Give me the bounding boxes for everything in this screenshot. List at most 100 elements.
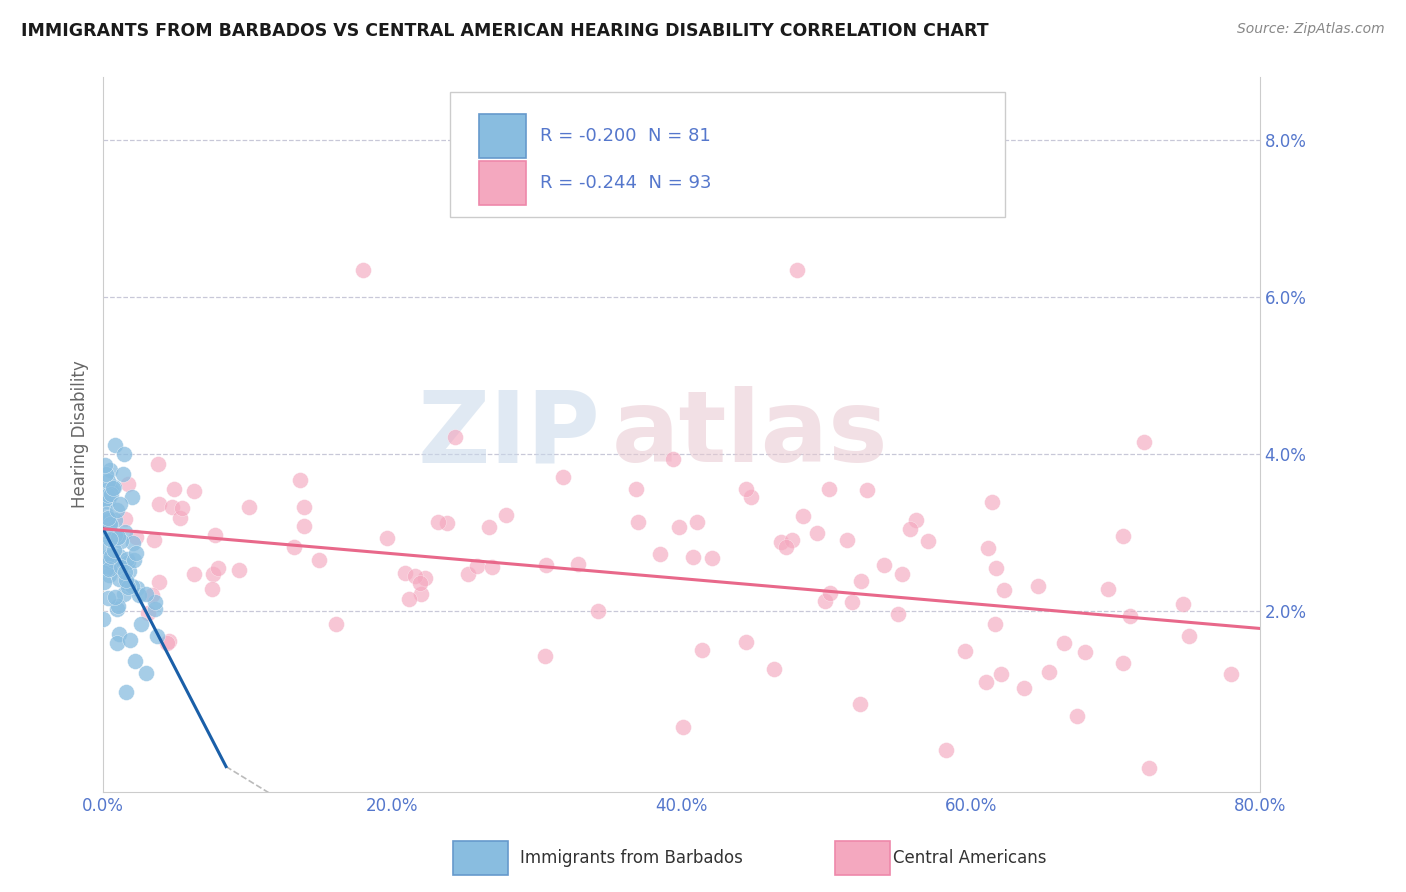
Point (813, 594, 835, 608)
Point (398, 591, 420, 606)
Point (97, 554, 120, 568)
Point (1111, 656, 1133, 670)
Point (103, 480, 125, 494)
Point (409, 575, 432, 590)
Point (586, 604, 609, 618)
Point (308, 553, 330, 567)
Point (1119, 609, 1142, 624)
Point (143, 595, 166, 609)
FancyBboxPatch shape (450, 92, 1005, 217)
Point (377, 531, 399, 545)
Point (121, 579, 143, 593)
Point (404, 569, 426, 583)
Point (110, 560, 132, 574)
Point (97, 516, 120, 531)
Point (97, 492, 120, 507)
Point (740, 490, 762, 504)
Point (682, 550, 704, 565)
Point (104, 590, 127, 604)
Point (292, 519, 315, 533)
Text: atlas: atlas (612, 386, 889, 483)
Point (841, 595, 863, 609)
Point (103, 553, 125, 567)
Point (112, 447, 135, 461)
Point (117, 476, 139, 491)
Point (780, 533, 803, 547)
Point (769, 535, 792, 549)
Point (91, 612, 114, 626)
Point (148, 574, 170, 589)
Point (129, 616, 152, 631)
Point (94, 561, 117, 575)
Point (201, 567, 224, 582)
Point (104, 438, 127, 452)
Point (128, 588, 150, 602)
Point (1177, 629, 1199, 643)
Point (1137, 761, 1160, 775)
Point (97, 510, 120, 524)
Point (105, 531, 128, 545)
Point (668, 520, 690, 534)
Point (692, 643, 714, 657)
Point (105, 503, 128, 517)
Point (117, 580, 139, 594)
Point (100, 483, 122, 497)
Point (1133, 435, 1156, 450)
Point (107, 549, 129, 563)
Point (101, 532, 124, 546)
Point (114, 512, 136, 526)
FancyBboxPatch shape (479, 114, 526, 158)
Point (283, 540, 305, 554)
Point (1038, 665, 1060, 680)
Point (107, 627, 129, 641)
Point (849, 574, 872, 588)
Point (481, 560, 503, 574)
Point (228, 563, 250, 577)
Point (835, 533, 858, 547)
Point (136, 606, 159, 620)
Point (183, 566, 205, 581)
Point (1026, 579, 1049, 593)
Point (976, 541, 998, 556)
Point (792, 509, 814, 524)
Point (100, 487, 122, 501)
Point (1053, 636, 1076, 650)
Point (112, 587, 135, 601)
Point (148, 497, 170, 511)
Point (917, 534, 939, 549)
Point (115, 552, 138, 566)
Point (624, 483, 647, 497)
Point (856, 483, 879, 497)
Text: ZIP: ZIP (418, 386, 600, 483)
Point (626, 515, 648, 529)
Point (444, 430, 467, 444)
Point (1171, 597, 1194, 611)
Point (775, 541, 797, 555)
Point (101, 481, 124, 495)
Point (288, 473, 311, 487)
Point (101, 528, 124, 542)
Point (121, 490, 143, 504)
Point (478, 520, 501, 534)
Point (143, 602, 166, 616)
Point (94, 491, 117, 506)
Point (125, 546, 148, 560)
Point (120, 632, 142, 647)
Point (98, 562, 121, 576)
Point (107, 599, 129, 614)
Point (735, 634, 758, 648)
Point (702, 550, 724, 565)
Point (204, 528, 226, 542)
Point (107, 602, 129, 616)
Point (143, 533, 166, 547)
Point (96, 540, 118, 554)
Point (114, 565, 136, 579)
Point (94, 467, 117, 481)
Point (413, 571, 436, 585)
Point (169, 510, 191, 524)
Point (100, 549, 122, 563)
Point (394, 566, 416, 581)
Point (1012, 681, 1035, 696)
Point (125, 581, 148, 595)
Point (990, 667, 1012, 681)
